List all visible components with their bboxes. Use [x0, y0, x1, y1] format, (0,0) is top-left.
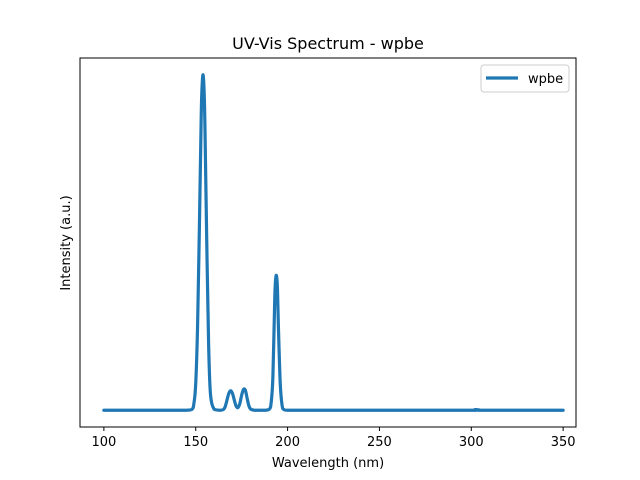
x-tick-label: 300 [459, 435, 484, 450]
x-tick-label: 200 [275, 435, 300, 450]
y-axis-label: Intensity (a.u.) [59, 195, 74, 290]
x-axis-label: Wavelength (nm) [272, 456, 384, 471]
x-tick-label: 150 [183, 435, 208, 450]
legend-label-wpbe: wpbe [528, 72, 563, 87]
plot-area: 100 150 200 250 300 350 [79, 57, 577, 450]
x-axis-ticks: 100 150 200 250 300 350 [91, 427, 576, 450]
series-line-wpbe [102, 73, 565, 412]
axes-frame [79, 57, 577, 428]
x-tick-label: 350 [551, 435, 576, 450]
legend-box [480, 64, 570, 93]
x-tick-label: 100 [91, 435, 116, 450]
legend: wpbe [480, 64, 570, 93]
x-tick-label: 250 [367, 435, 392, 450]
chart-title: UV-Vis Spectrum - wpbe [232, 34, 424, 53]
